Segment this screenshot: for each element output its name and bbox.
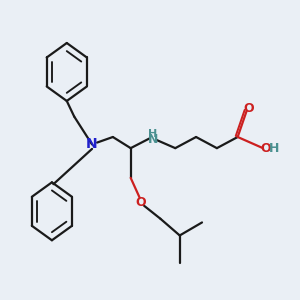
Text: O: O: [136, 196, 146, 208]
Text: H: H: [148, 129, 158, 139]
Text: H: H: [269, 142, 279, 155]
Text: O: O: [261, 142, 271, 155]
Text: N: N: [86, 137, 98, 152]
Text: N: N: [148, 134, 158, 146]
Text: O: O: [244, 101, 254, 115]
